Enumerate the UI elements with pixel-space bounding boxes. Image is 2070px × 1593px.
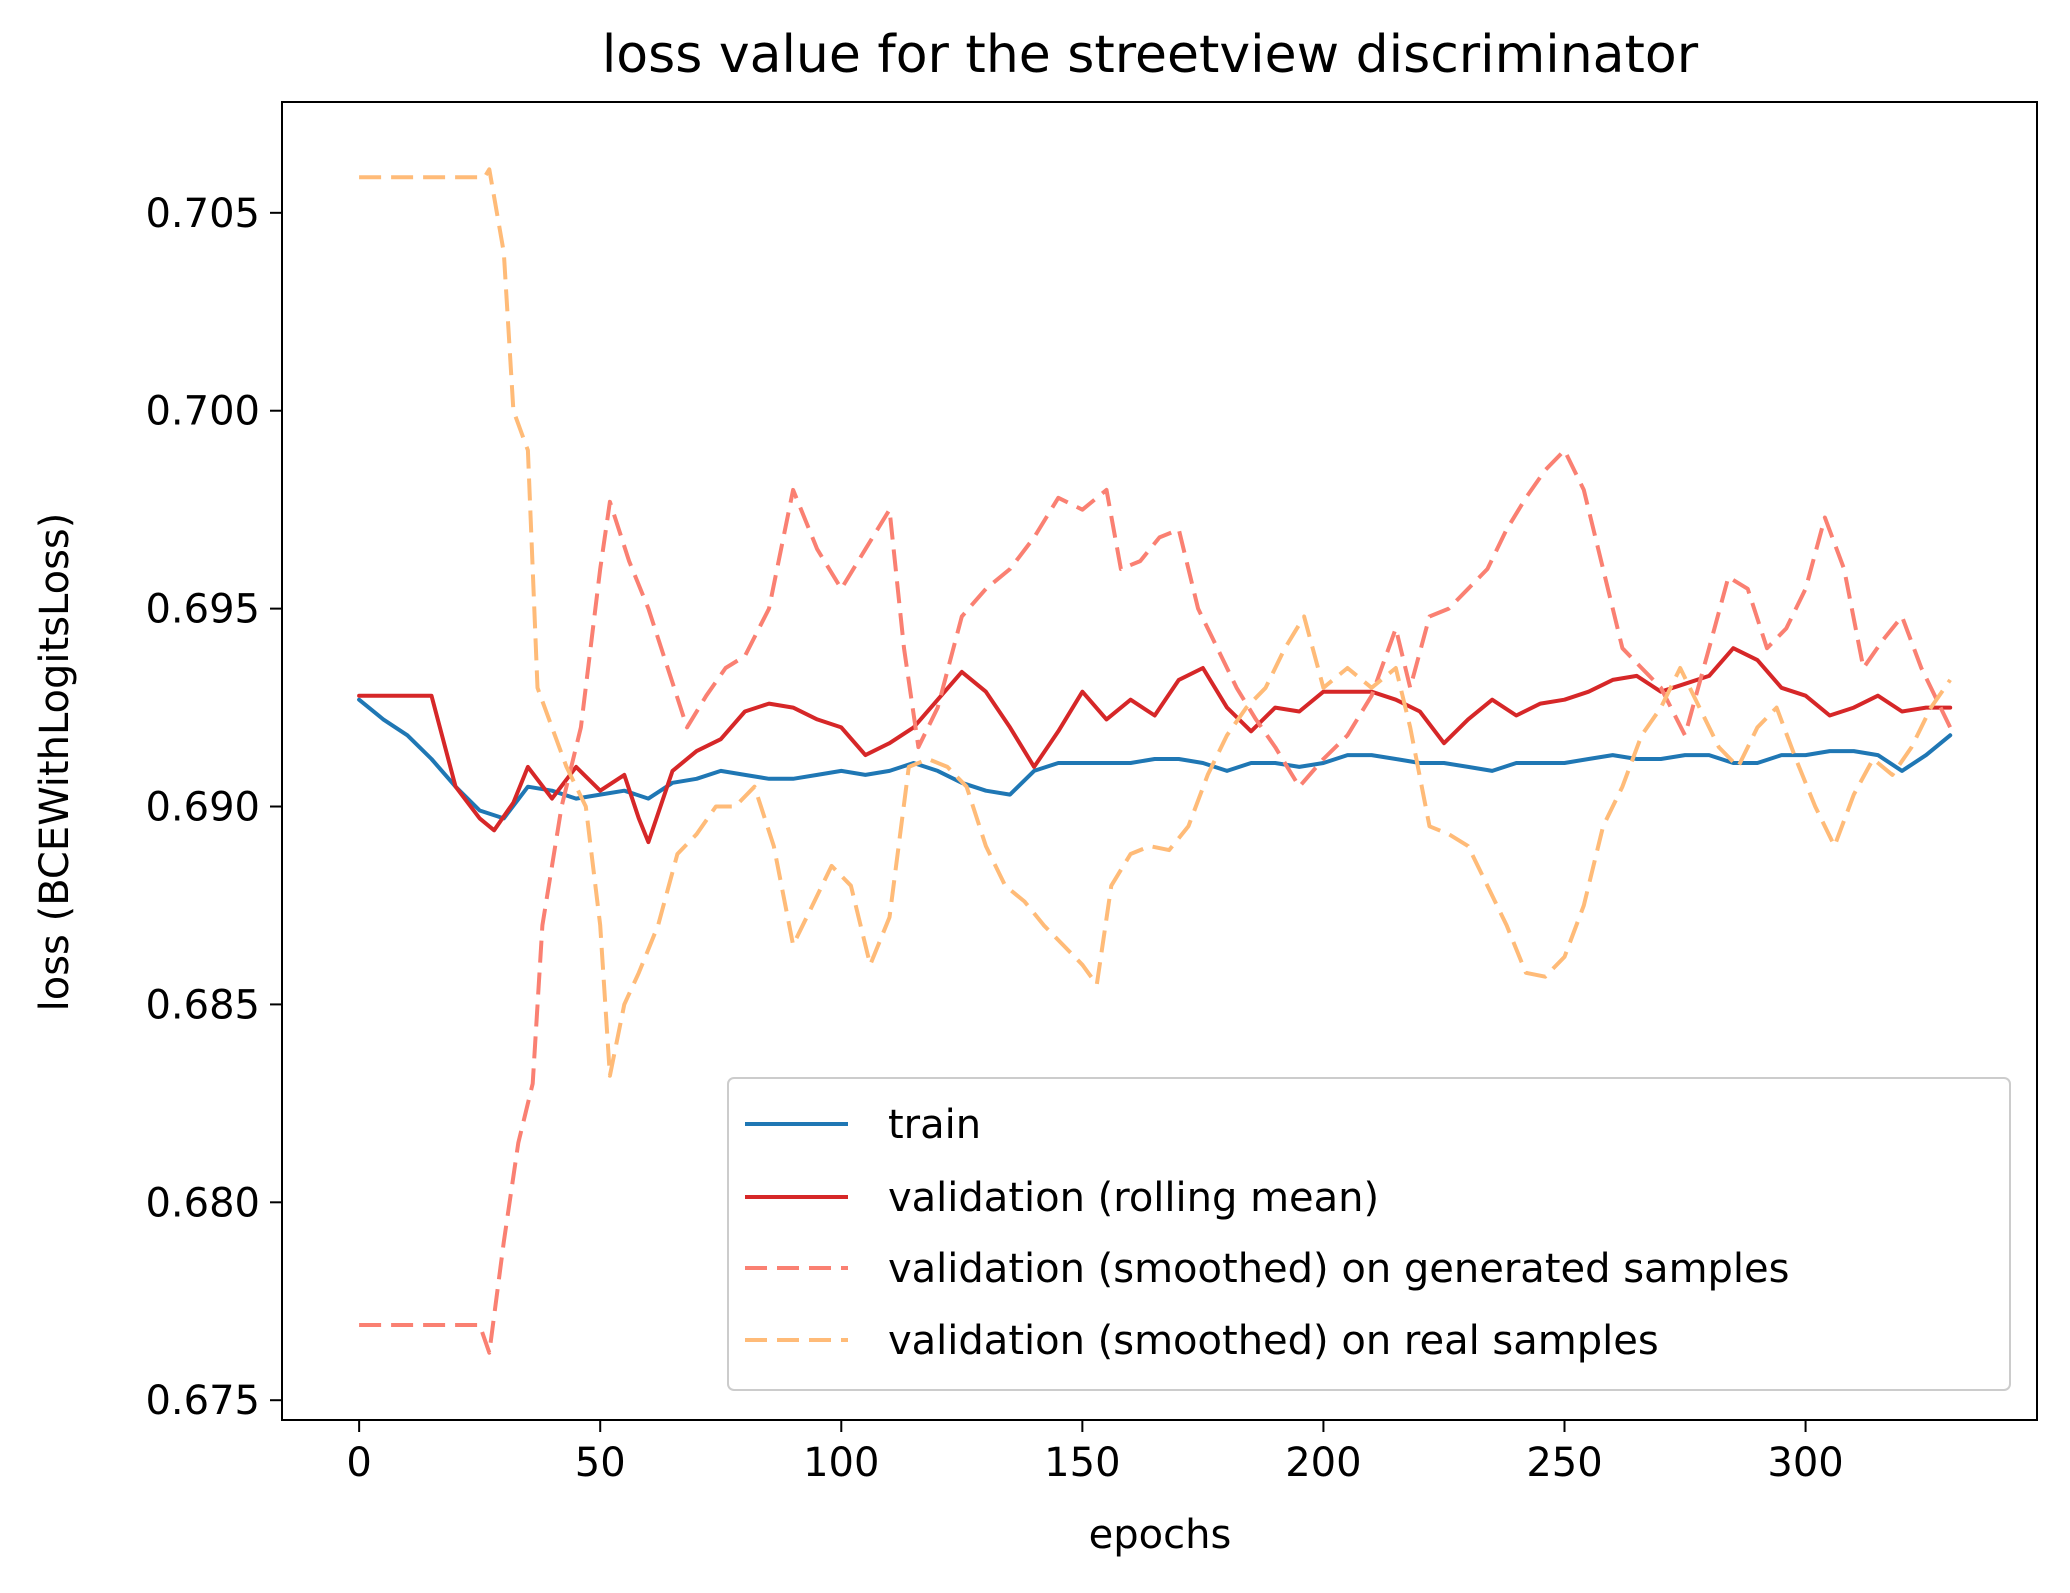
y-tick-label: 0.685 xyxy=(145,982,260,1028)
x-axis: 0 50 100 150 200 250 300 xyxy=(346,1420,1844,1486)
series-layer xyxy=(357,167,1953,1355)
x-axis-label: epochs xyxy=(1089,1512,1232,1558)
x-tick-label: 150 xyxy=(1044,1440,1120,1486)
y-tick-label: 0.690 xyxy=(145,785,260,831)
series-line-4 xyxy=(359,167,1952,1078)
x-tick-label: 100 xyxy=(803,1440,879,1486)
x-tick-label: 250 xyxy=(1526,1440,1602,1486)
y-tick-label: 0.675 xyxy=(145,1378,260,1424)
x-tick-label: 0 xyxy=(346,1440,371,1486)
legend-label-2: validation (rolling mean) xyxy=(888,1175,1379,1221)
x-tick-label: 50 xyxy=(575,1440,626,1486)
y-tick-label: 0.705 xyxy=(145,191,260,237)
legend-label-3: validation (smoothed) on generated sampl… xyxy=(888,1246,1789,1292)
x-tick-label: 300 xyxy=(1767,1440,1843,1486)
legend-frame xyxy=(727,1077,2011,1391)
y-tick-label: 0.680 xyxy=(145,1180,260,1226)
legend: train validation (rolling mean) validation… xyxy=(727,1077,2011,1391)
series-line-2 xyxy=(357,646,1953,845)
y-axis: 0.675 0.680 0.685 0.690 0.695 0.700 0.705 xyxy=(145,191,282,1424)
y-tick-label: 0.700 xyxy=(145,389,260,435)
series-line-3 xyxy=(359,448,1952,1355)
legend-label-1: train xyxy=(888,1102,981,1148)
x-tick-label: 200 xyxy=(1285,1440,1361,1486)
chart-title: loss value for the streetview discrimina… xyxy=(602,25,1699,85)
plot-frame xyxy=(281,101,2038,1421)
y-tick-label: 0.695 xyxy=(145,587,260,633)
series-line-1 xyxy=(357,697,1953,821)
legend-label-4: validation (smoothed) on real samples xyxy=(888,1318,1659,1364)
y-axis-label: loss (BCEWithLogitsLoss) xyxy=(32,513,78,1012)
